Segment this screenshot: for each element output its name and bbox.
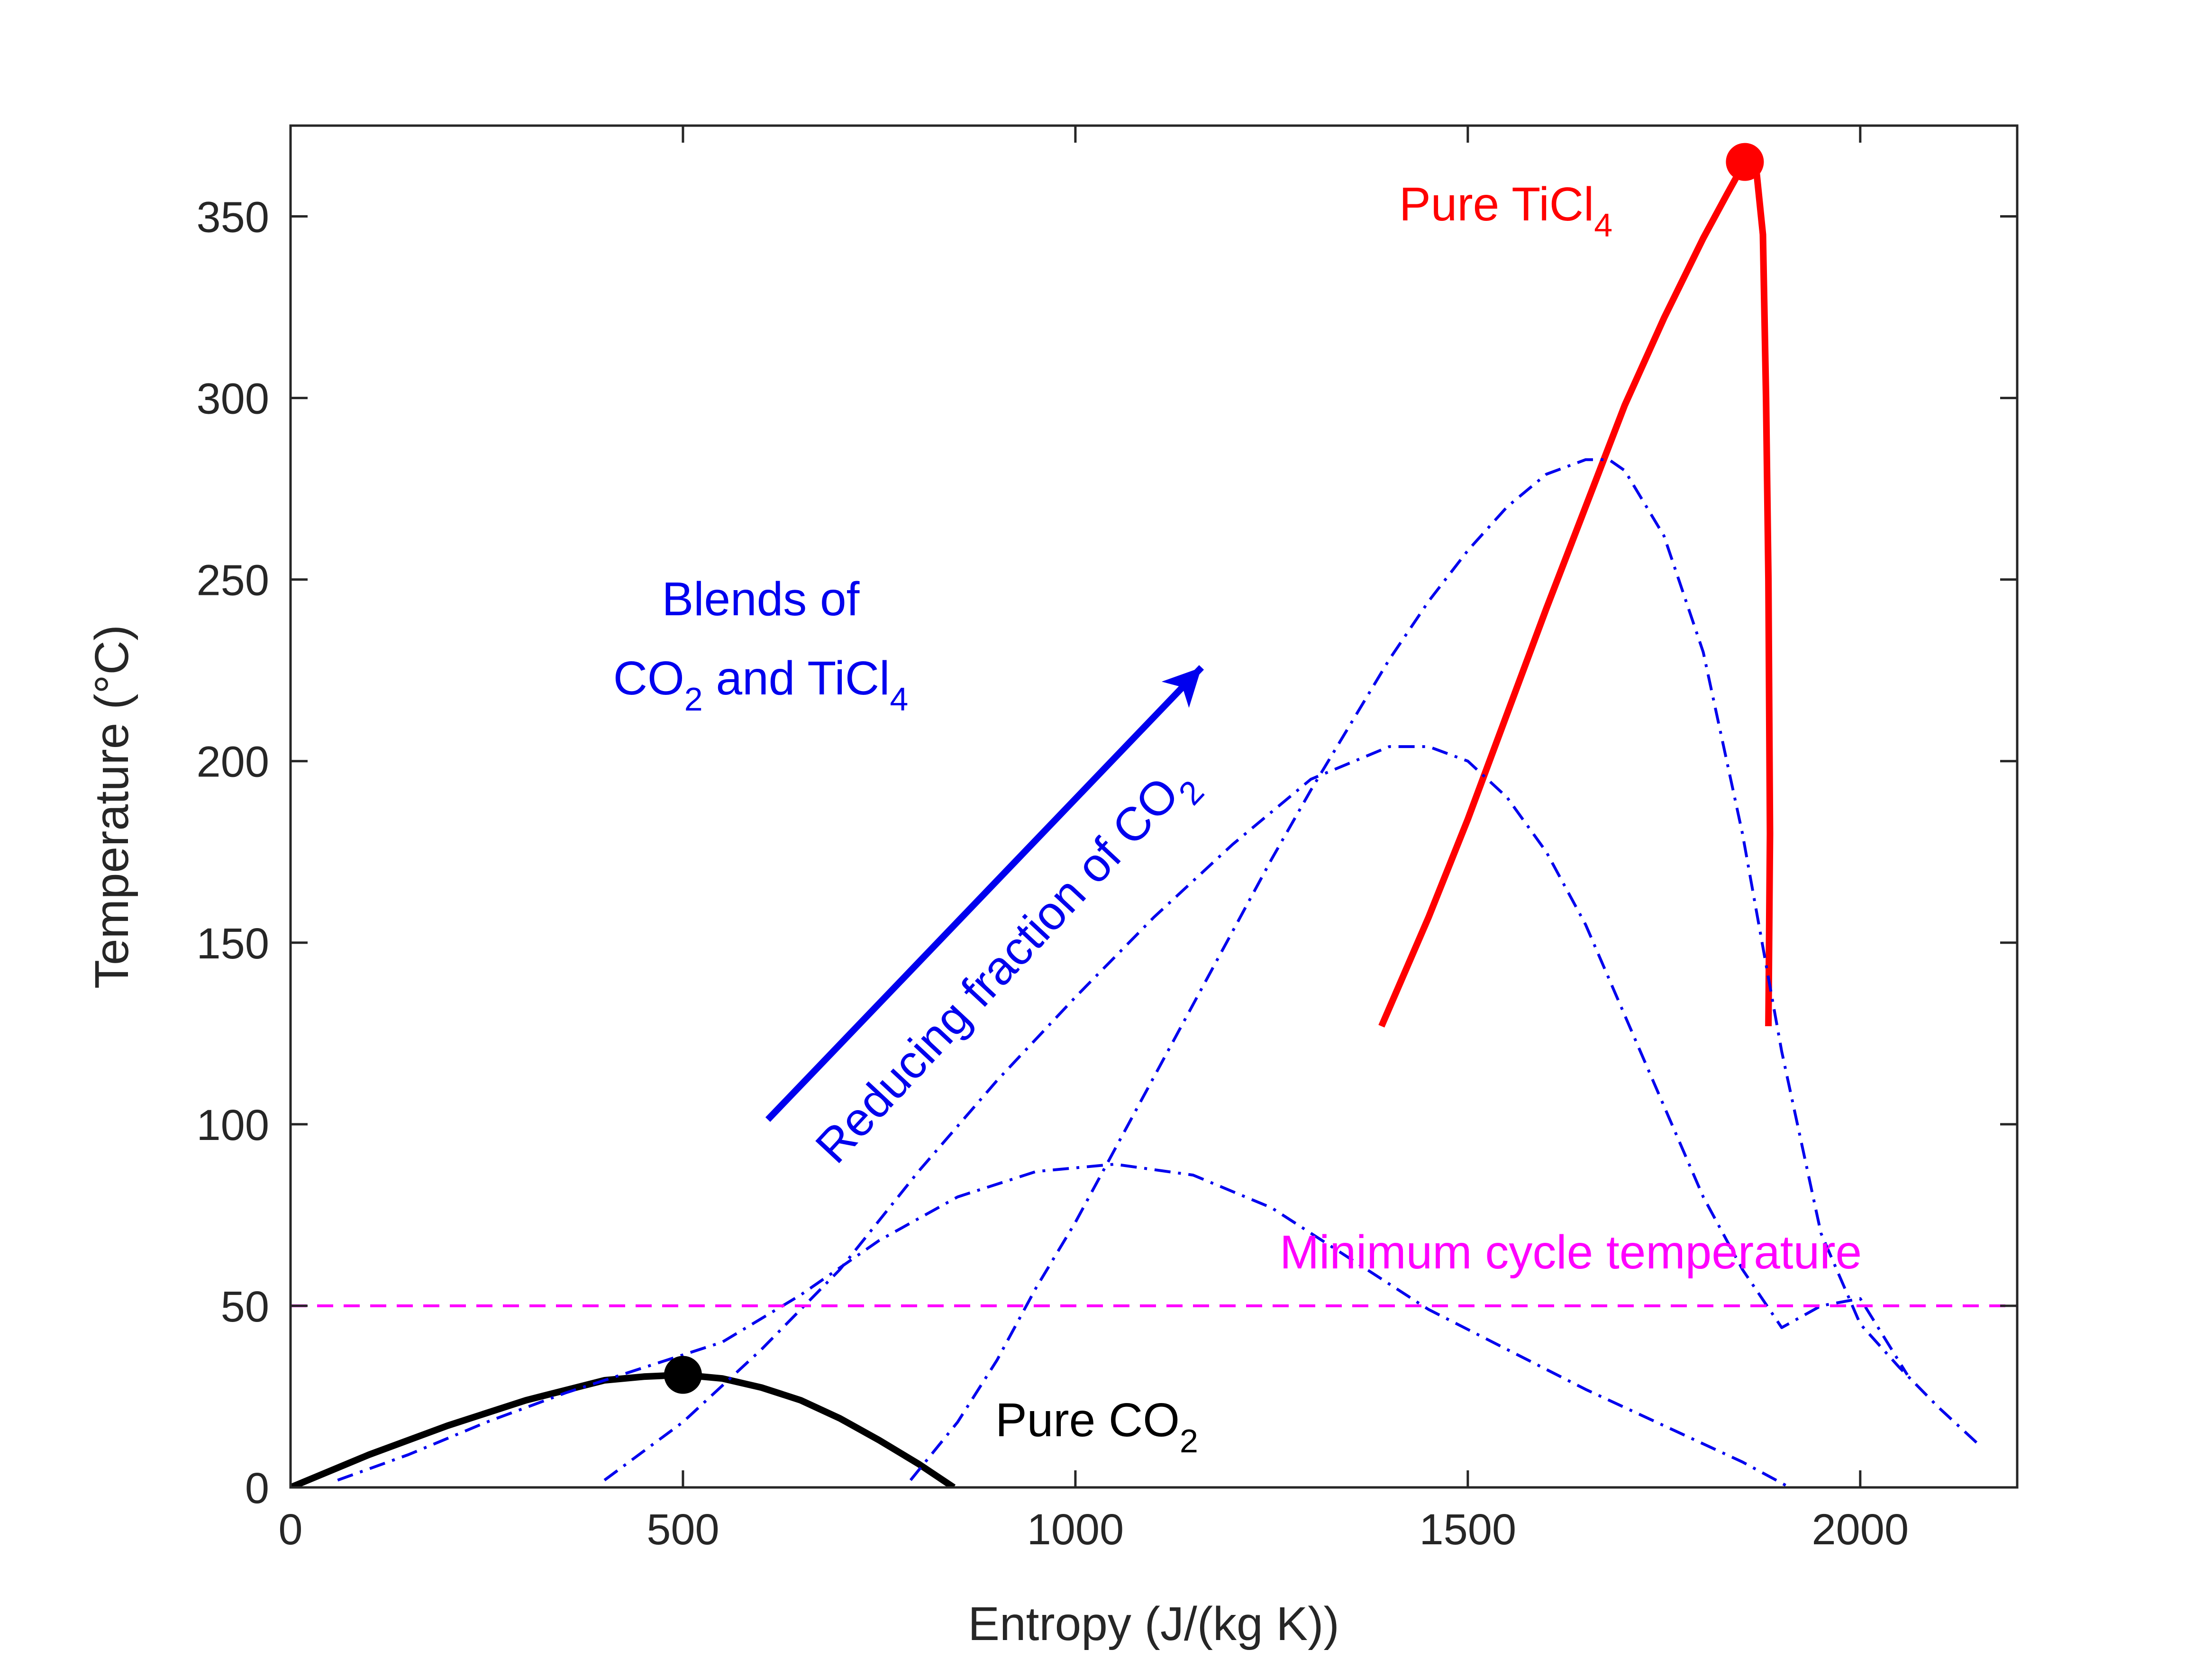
series-line-co2-0 bbox=[291, 1371, 956, 1487]
critical-point-co2 bbox=[664, 1356, 702, 1394]
y-axis-title: Temperature (°C) bbox=[85, 625, 138, 989]
series-layer bbox=[291, 158, 2017, 1487]
x-tick-label: 2000 bbox=[1811, 1505, 1909, 1554]
critical-points bbox=[664, 143, 1764, 1394]
reducing-fraction-label: Reducing fraction of CO2 bbox=[805, 754, 1211, 1182]
pure-ticl4-label: Pure TiCl4 bbox=[1399, 178, 1612, 244]
series-line-blend-3 bbox=[603, 745, 1909, 1482]
reducing-fraction-arrow bbox=[765, 665, 1204, 1122]
min-cycle-temp-label: Minimum cycle temperature bbox=[1280, 1226, 1862, 1279]
x-tick-label: 1500 bbox=[1420, 1505, 1517, 1554]
y-tick-label: 200 bbox=[197, 738, 270, 786]
x-tick-label: 500 bbox=[646, 1505, 719, 1554]
axis-ticks: 0 500 1000 1500 2000 0 50 100 150 200 250 300 350 bbox=[197, 126, 2017, 1554]
x-tick-label: 0 bbox=[278, 1505, 302, 1554]
y-tick-label: 300 bbox=[197, 375, 270, 423]
blends-label-line2: CO2 and TiCl4 bbox=[613, 652, 909, 718]
series-line-blend-4 bbox=[909, 458, 1979, 1481]
critical-point-ticl4 bbox=[1726, 143, 1764, 181]
series-line-ticl4-1 bbox=[1378, 158, 1774, 1028]
blends-label-line1: Blends of bbox=[662, 573, 860, 626]
x-tick-label: 1000 bbox=[1027, 1505, 1124, 1554]
y-tick-label: 0 bbox=[245, 1464, 269, 1513]
x-axis-title: Entropy (J/(kg K)) bbox=[968, 1597, 1339, 1650]
y-tick-label: 350 bbox=[197, 193, 270, 242]
y-tick-label: 100 bbox=[197, 1101, 270, 1149]
y-tick-label: 250 bbox=[197, 556, 270, 605]
pure-co2-label: Pure CO2 bbox=[995, 1394, 1198, 1459]
y-tick-label: 50 bbox=[221, 1283, 269, 1331]
y-tick-label: 150 bbox=[197, 920, 270, 968]
plot-frame bbox=[289, 124, 2019, 1489]
